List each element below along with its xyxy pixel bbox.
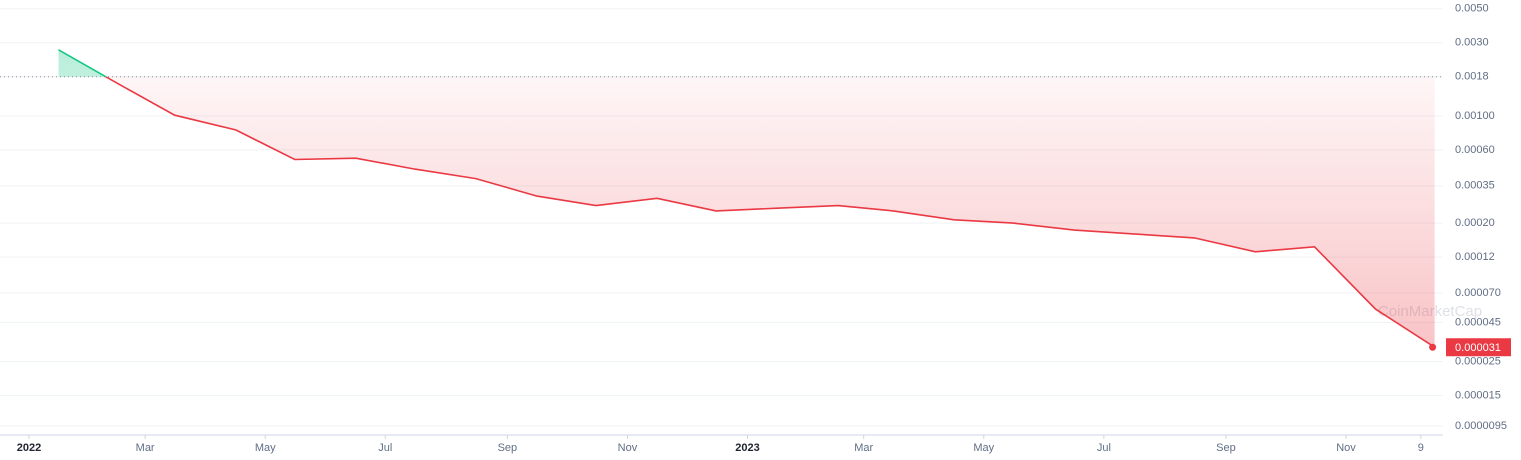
y-tick-label: 0.0050 xyxy=(1455,3,1489,15)
x-tick-label: Jul xyxy=(378,442,392,454)
y-tick-label: 0.0000095 xyxy=(1455,420,1507,432)
y-tick-label: 0.0018 xyxy=(1455,71,1489,83)
y-tick-label: 0.0030 xyxy=(1455,37,1489,49)
x-tick-label: Nov xyxy=(1336,442,1356,454)
y-tick-label: 0.00020 xyxy=(1455,217,1495,229)
y-tick-label: 0.00035 xyxy=(1455,180,1495,192)
price-tag xyxy=(1446,338,1511,357)
y-tick-label: 0.00012 xyxy=(1455,251,1495,263)
x-tick-label: 9 xyxy=(1418,442,1424,454)
x-tick-label: Nov xyxy=(618,442,638,454)
y-tick-label: 0.000025 xyxy=(1455,355,1501,367)
y-tick-label: 0.00100 xyxy=(1455,110,1495,122)
area-fill xyxy=(58,76,1435,348)
price-tag-label: 0.000031 xyxy=(1455,342,1501,354)
end-dot xyxy=(1429,343,1437,351)
x-tick-label: May xyxy=(255,442,276,454)
x-tick-label: May xyxy=(973,442,994,454)
y-tick-label: 0.000015 xyxy=(1455,389,1501,401)
x-tick-label: Mar xyxy=(854,442,873,454)
x-tick-label: Mar xyxy=(136,442,155,454)
y-tick-label: 0.000045 xyxy=(1455,316,1501,328)
y-tick-label: 0.000070 xyxy=(1455,287,1501,299)
x-tick-label: Jul xyxy=(1097,442,1111,454)
x-tick-label: Sep xyxy=(498,442,518,454)
y-tick-label: 0.00060 xyxy=(1455,144,1495,156)
x-tick-label: 2022 xyxy=(17,442,41,454)
x-tick-label: 2023 xyxy=(735,442,759,454)
line xyxy=(104,76,1436,348)
x-tick-label: Sep xyxy=(1216,442,1236,454)
